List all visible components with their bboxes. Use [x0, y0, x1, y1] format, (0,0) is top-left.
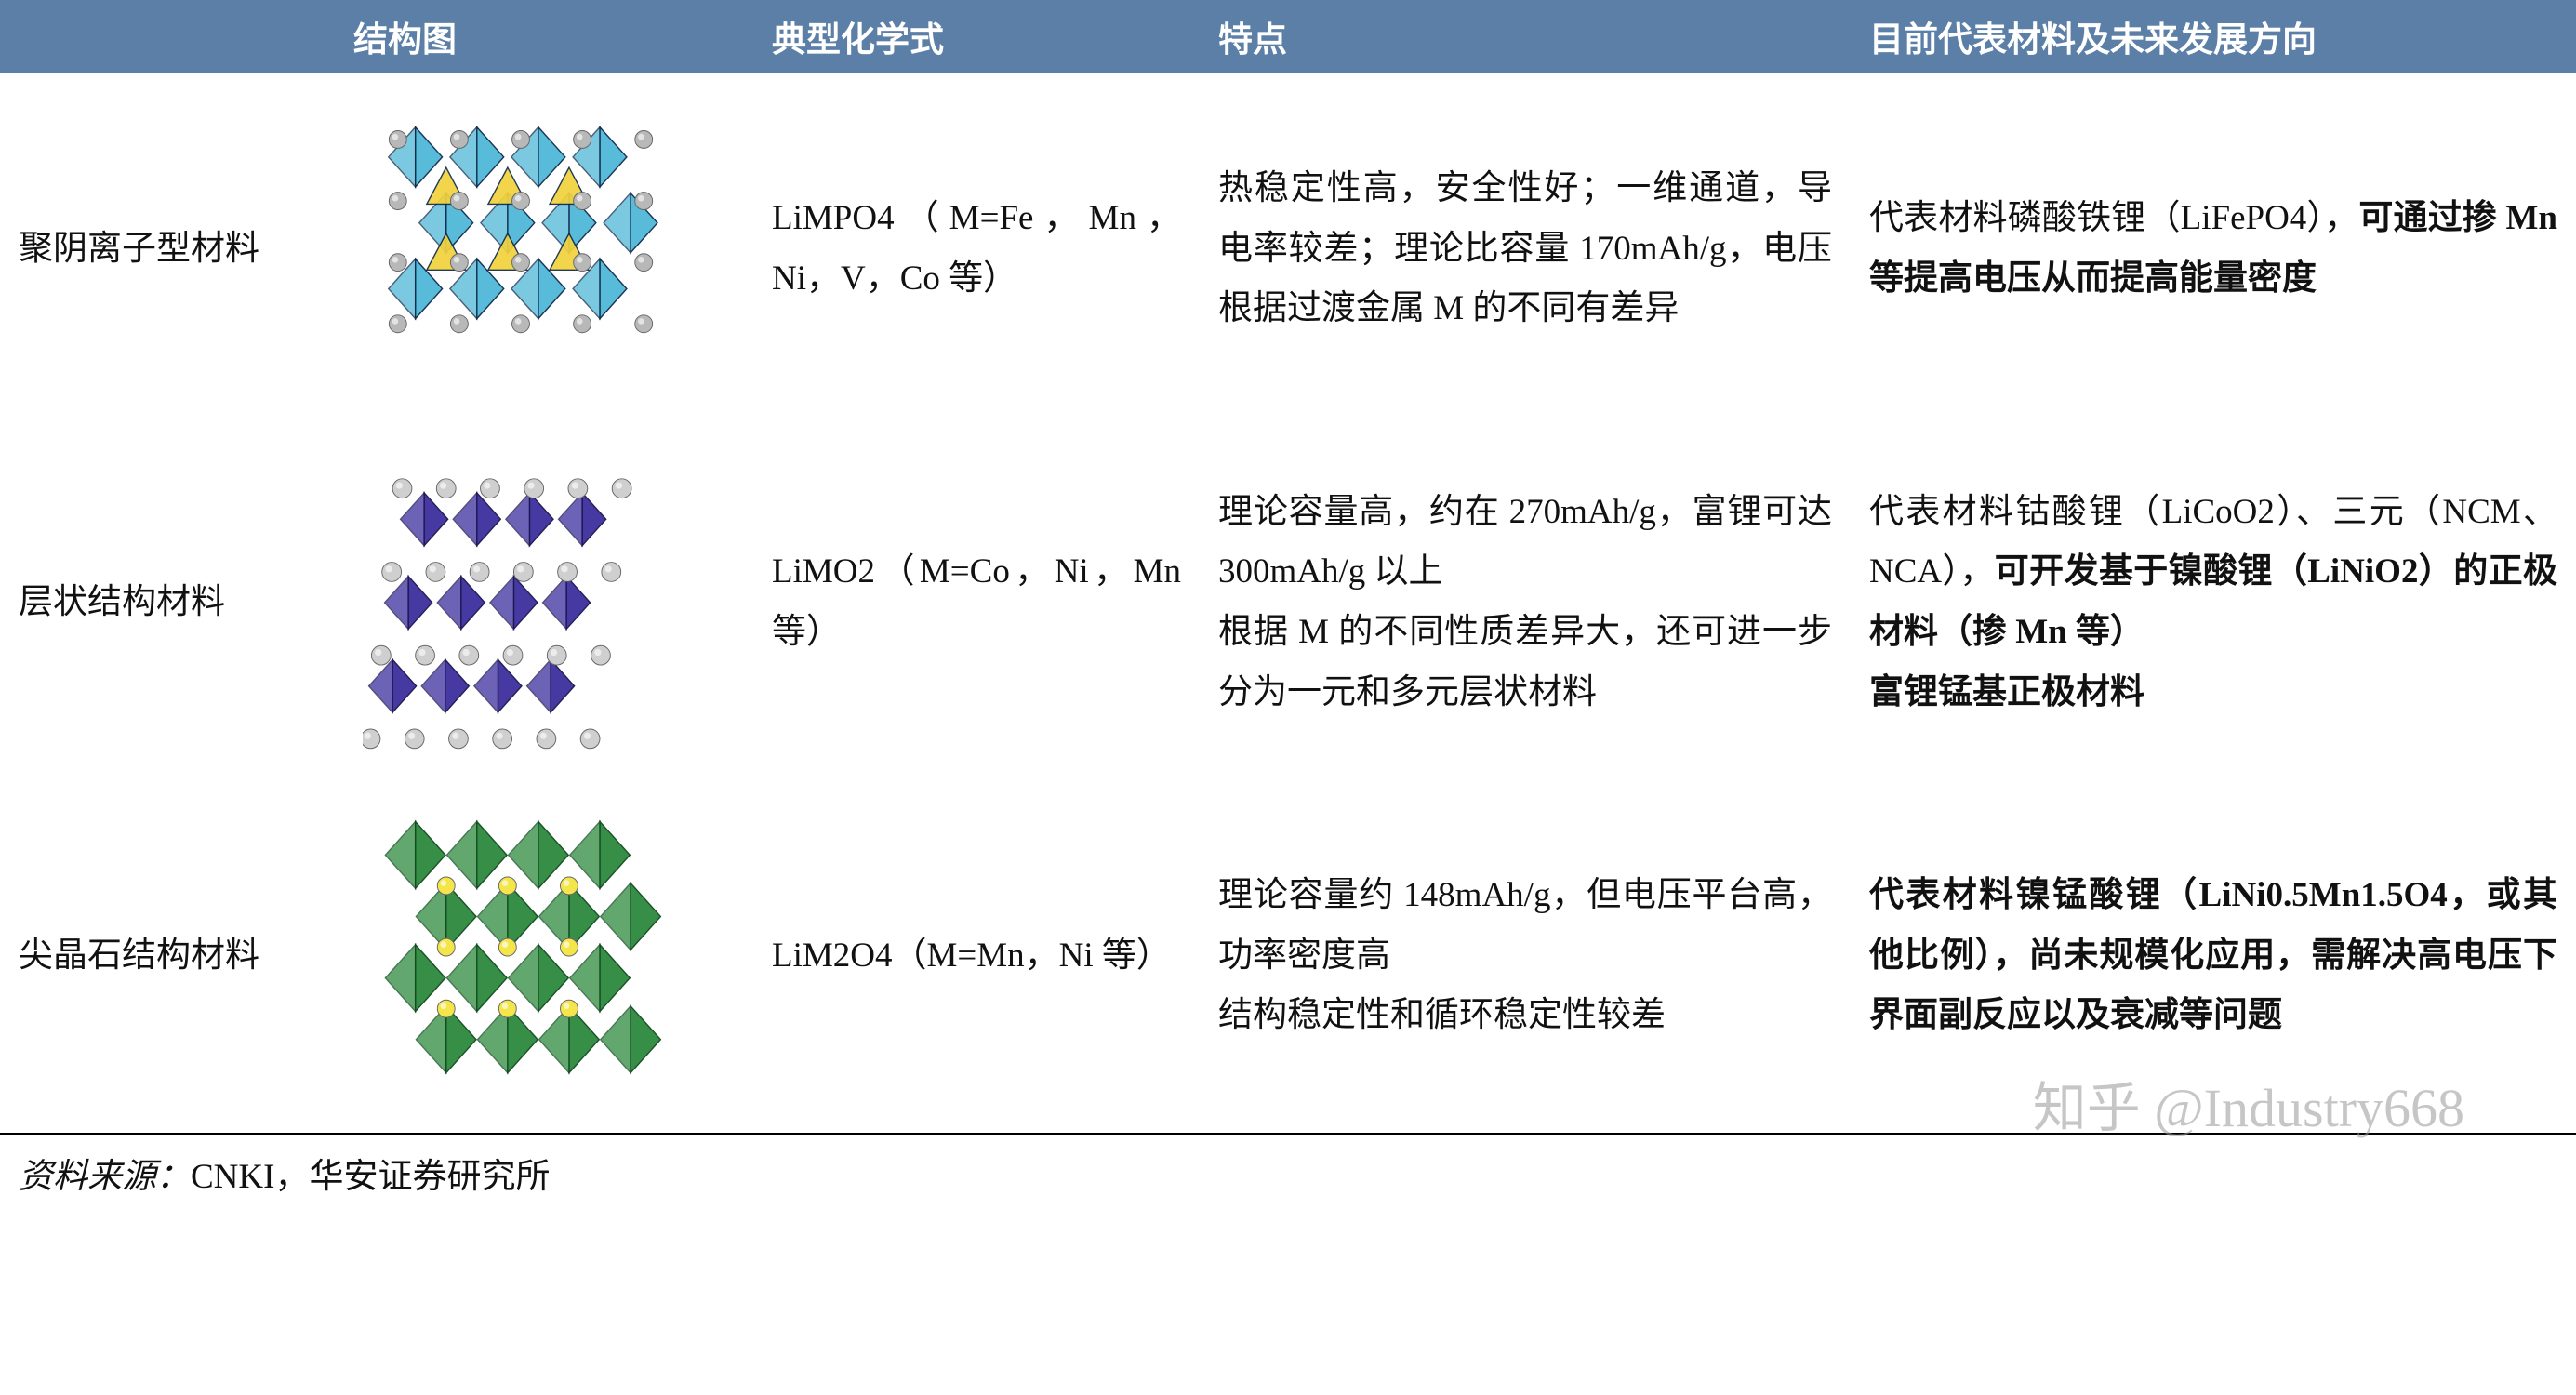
th-chem: 典型化学式 — [753, 0, 1200, 73]
crystal-structure-icon — [353, 445, 688, 761]
th-rep: 目前代表材料及未来发展方向 — [1851, 0, 2576, 73]
materials-table: 结构图 典型化学式 特点 目前代表材料及未来发展方向 聚阴离子型材料 — [0, 0, 2576, 1133]
structure-cell — [335, 73, 753, 426]
table-row: 层状结构材料 — [0, 426, 2576, 779]
source-footer: 资料来源：CNKI，华安证券研究所 — [0, 1133, 2576, 1226]
source-text: CNKI，华安证券研究所 — [191, 1158, 550, 1196]
structure-cell — [335, 426, 753, 779]
crystal-structure-icon — [353, 91, 688, 407]
material-name: 层状结构材料 — [0, 426, 335, 779]
table-row: 尖晶石结构材料 — [0, 779, 2576, 1133]
material-name: 尖晶石结构材料 — [0, 779, 335, 1133]
rep-plain: 代表材料磷酸铁锂（LiFePO4）， — [1869, 199, 2358, 237]
structure-cell — [335, 779, 753, 1133]
source-label: 资料来源： — [19, 1158, 191, 1196]
crystal-structure-icon — [353, 798, 688, 1114]
features: 理论容量约 148mAh/g，但电压平台高，功率密度高结构稳定性和循环稳定性较差 — [1200, 779, 1851, 1133]
chemical-formula: LiM2O4（M=Mn，Ni 等） — [753, 779, 1200, 1133]
features: 理论容量高，约在 270mAh/g，富锂可达 300mAh/g 以上根据 M 的… — [1200, 426, 1851, 779]
table-row: 聚阴离子型材料 — [0, 73, 2576, 426]
material-name: 聚阴离子型材料 — [0, 73, 335, 426]
representative-materials: 代表材料磷酸铁锂（LiFePO4），可通过掺 Mn 等提高电压从而提高能量密度 — [1851, 73, 2576, 426]
representative-materials: 代表材料钴酸锂（LiCoO2）、三元（NCM、NCA），可开发基于镍酸锂（LiN… — [1851, 426, 2576, 779]
th-struct: 结构图 — [335, 0, 753, 73]
chemical-formula: LiMO2（M=Co，Ni，Mn 等） — [753, 426, 1200, 779]
representative-materials: 代表材料镍锰酸锂（LiNi0.5Mn1.5O4，或其他比例），尚未规模化应用，需… — [1851, 779, 2576, 1133]
features: 热稳定性高，安全性好；一维通道，导电率较差；理论比容量 170mAh/g，电压根… — [1200, 73, 1851, 426]
th-name — [0, 0, 335, 73]
table-body: 聚阴离子型材料 — [0, 73, 2576, 1133]
table-header-row: 结构图 典型化学式 特点 目前代表材料及未来发展方向 — [0, 0, 2576, 73]
rep-bold: 代表材料镍锰酸锂（LiNi0.5Mn1.5O4，或其他比例），尚未规模化应用，需… — [1869, 876, 2557, 1035]
chemical-formula: LiMPO4（M=Fe，Mn，Ni，V，Co 等） — [753, 73, 1200, 426]
th-feat: 特点 — [1200, 0, 1851, 73]
